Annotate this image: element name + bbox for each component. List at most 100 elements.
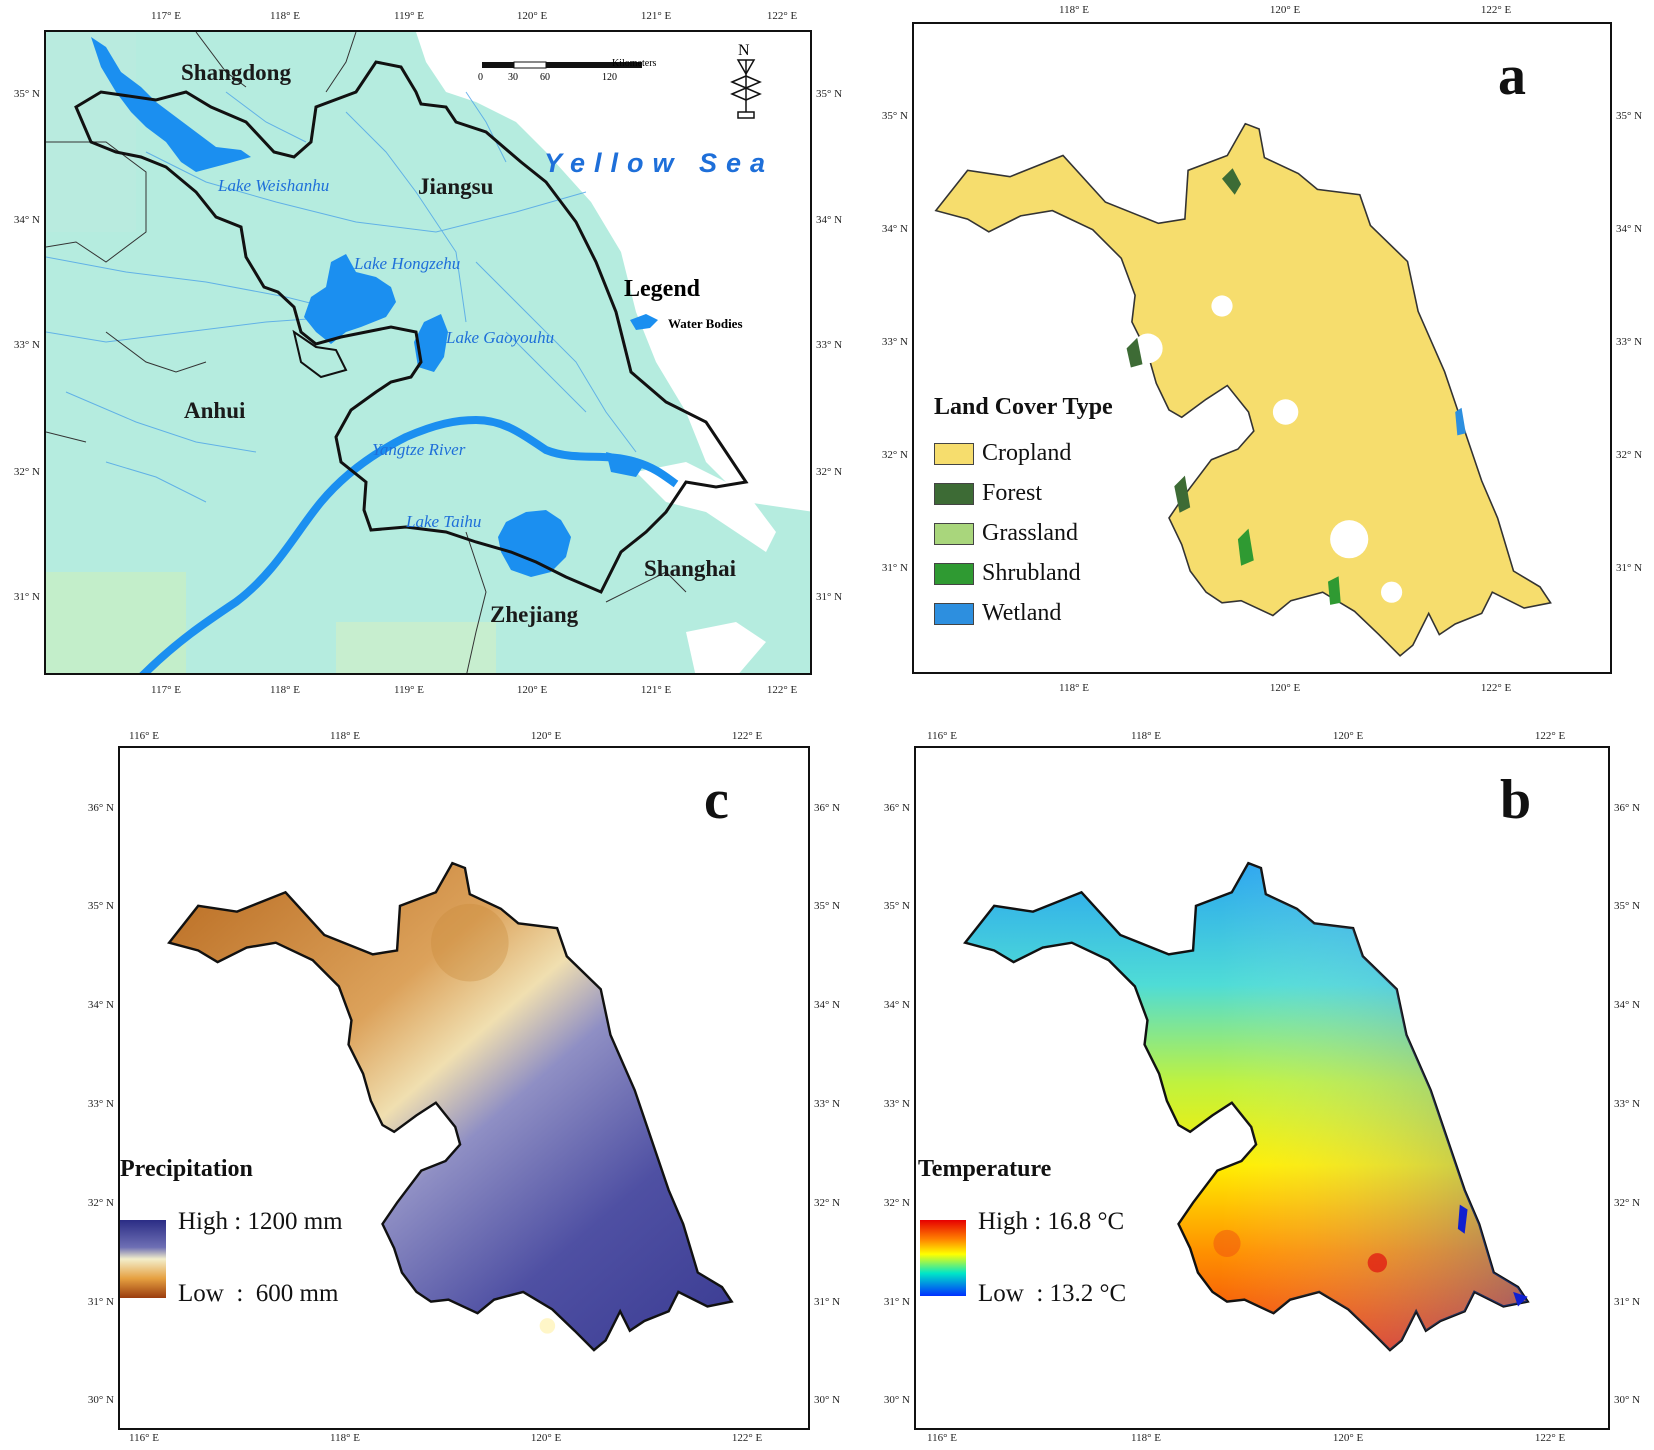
north-label: N (738, 42, 750, 59)
scalebar-tick: 30 (508, 72, 518, 83)
lon-tick-label: 122° E (731, 1432, 763, 1444)
north-arrow-icon (730, 59, 762, 119)
lat-tick-label: 35° N (13, 88, 40, 100)
lat-tick-label: 32° N (883, 1197, 910, 1209)
lon-tick-label: 121° E (640, 10, 672, 22)
precipitation-panel: 116° E 118° E 120° E 122° E 116° E 118° … (0, 730, 860, 1450)
lon-tick-label: 117° E (151, 684, 181, 696)
lon-tick-label: 122° E (766, 10, 798, 22)
lat-tick-label: 32° N (87, 1197, 114, 1209)
lat-tick-label: 33° N (1614, 1098, 1641, 1110)
lat-tick-label: 35° N (883, 900, 910, 912)
legend-row-cropland: Cropland (934, 440, 1071, 467)
lat-tick-label: 34° N (1614, 999, 1641, 1011)
lat-tick-label: 35° N (1616, 110, 1643, 122)
temperature-legend-title: Temperature (918, 1156, 1052, 1182)
lon-tick-label: 117° E (151, 10, 181, 22)
lon-tick-label: 122° E (1480, 682, 1512, 694)
region-label-shanghai: Shanghai (644, 556, 737, 581)
scalebar-tick: 120 (602, 72, 617, 83)
land-cover-panel: 118° E 120° E 122° E 118° E 120° E 122° … (860, 0, 1654, 700)
lon-tick-label: 116° E (927, 730, 957, 742)
lat-tick-label: 36° N (814, 802, 841, 814)
lon-tick-label: 118° E (1131, 730, 1161, 742)
precipitation-legend-title: Precipitation (120, 1156, 253, 1182)
overview-map-frame: Shangdong Jiangsu Anhui Shanghai Zhejian… (44, 30, 812, 675)
lat-tick-label: 34° N (816, 214, 843, 226)
overview-map-canvas (46, 32, 810, 673)
legend-label: Grassland (982, 520, 1078, 546)
legend-label: Shrubland (982, 560, 1081, 586)
lon-tick-label: 116° E (129, 730, 159, 742)
water-label-yangtze: Yangtze River (372, 440, 466, 459)
lat-tick-label: 35° N (814, 900, 841, 912)
overview-map-panel: 117° E 118° E 119° E 120° E 121° E 122° … (0, 0, 860, 700)
water-label-gaoyouhu: Lake Gaoyouhu (446, 328, 555, 347)
region-label-jiangsu: Jiangsu (418, 174, 494, 199)
temperature-map-frame: b Temperature High : 16.8 °C Low : 13.2 … (914, 746, 1610, 1430)
lat-tick-label: 32° N (1614, 1197, 1641, 1209)
lon-tick-label: 122° E (1534, 1432, 1566, 1444)
panel-letter-c: c (704, 769, 729, 831)
lon-tick-label: 120° E (530, 1432, 562, 1444)
lat-tick-label: 32° N (13, 466, 40, 478)
lon-tick-label: 121° E (640, 684, 672, 696)
lat-tick-label: 31° N (13, 591, 40, 603)
lon-tick-label: 120° E (530, 730, 562, 742)
legend-title: Legend (624, 276, 701, 302)
panel-letter-a: a (1498, 45, 1526, 107)
lon-tick-label: 118° E (1059, 4, 1089, 16)
region-label-anhui: Anhui (184, 398, 246, 423)
water-label-taihu: Lake Taihu (406, 512, 482, 531)
lon-tick-label: 122° E (766, 684, 798, 696)
lat-tick-label: 34° N (881, 223, 908, 235)
lat-tick-label: 33° N (13, 339, 40, 351)
temperature-high-label: High : 16.8 °C (978, 1208, 1125, 1235)
lat-tick-label: 35° N (87, 900, 114, 912)
lat-tick-label: 34° N (13, 214, 40, 226)
legend-label: Wetland (982, 600, 1062, 626)
lon-tick-label: 119° E (394, 10, 424, 22)
lon-tick-label: 120° E (1269, 682, 1301, 694)
region-label-shangdong: Shangdong (181, 60, 291, 85)
lat-tick-label: 32° N (1616, 449, 1643, 461)
lon-tick-label: 118° E (330, 1432, 360, 1444)
lat-tick-label: 34° N (883, 999, 910, 1011)
lat-tick-label: 32° N (814, 1197, 841, 1209)
lat-tick-label: 33° N (883, 1098, 910, 1110)
lon-tick-label: 119° E (394, 684, 424, 696)
legend-item-water-bodies: Water Bodies (668, 316, 743, 331)
legend-swatch (934, 602, 974, 625)
lat-tick-label: 31° N (1614, 1296, 1641, 1308)
temperature-color-ramp (920, 1220, 966, 1296)
legend-swatch (934, 522, 974, 545)
lat-tick-label: 32° N (816, 466, 843, 478)
legend-swatch (934, 562, 974, 585)
lon-tick-label: 120° E (1332, 1432, 1364, 1444)
lat-tick-label: 30° N (87, 1394, 114, 1406)
lat-tick-label: 30° N (1614, 1394, 1641, 1406)
lon-tick-label: 122° E (1480, 4, 1512, 16)
region-label-zhejiang: Zhejiang (490, 602, 579, 627)
lon-tick-label: 122° E (1534, 730, 1566, 742)
lat-tick-label: 35° N (881, 110, 908, 122)
lat-tick-label: 33° N (87, 1098, 114, 1110)
lon-tick-label: 116° E (129, 1432, 159, 1444)
precipitation-map-frame: c Precipitation High : 1200 mm Low : 600… (118, 746, 810, 1430)
legend-row-shrubland: Shrubland (934, 560, 1081, 587)
lat-tick-label: 34° N (87, 999, 114, 1011)
water-bodies-legend-icon (630, 314, 658, 330)
lon-tick-label: 118° E (1131, 1432, 1161, 1444)
lon-tick-label: 118° E (1059, 682, 1089, 694)
lon-tick-label: 118° E (270, 684, 300, 696)
scalebar-tick: 0 (478, 72, 483, 83)
temperature-map-canvas (963, 861, 1529, 1352)
legend-label: Cropland (982, 440, 1072, 466)
lon-tick-label: 116° E (927, 1432, 957, 1444)
lat-tick-label: 36° N (1614, 802, 1641, 814)
lon-tick-label: 122° E (731, 730, 763, 742)
lat-tick-label: 35° N (1614, 900, 1641, 912)
lat-tick-label: 33° N (1616, 336, 1643, 348)
lat-tick-label: 33° N (816, 339, 843, 351)
lat-tick-label: 31° N (87, 1296, 114, 1308)
